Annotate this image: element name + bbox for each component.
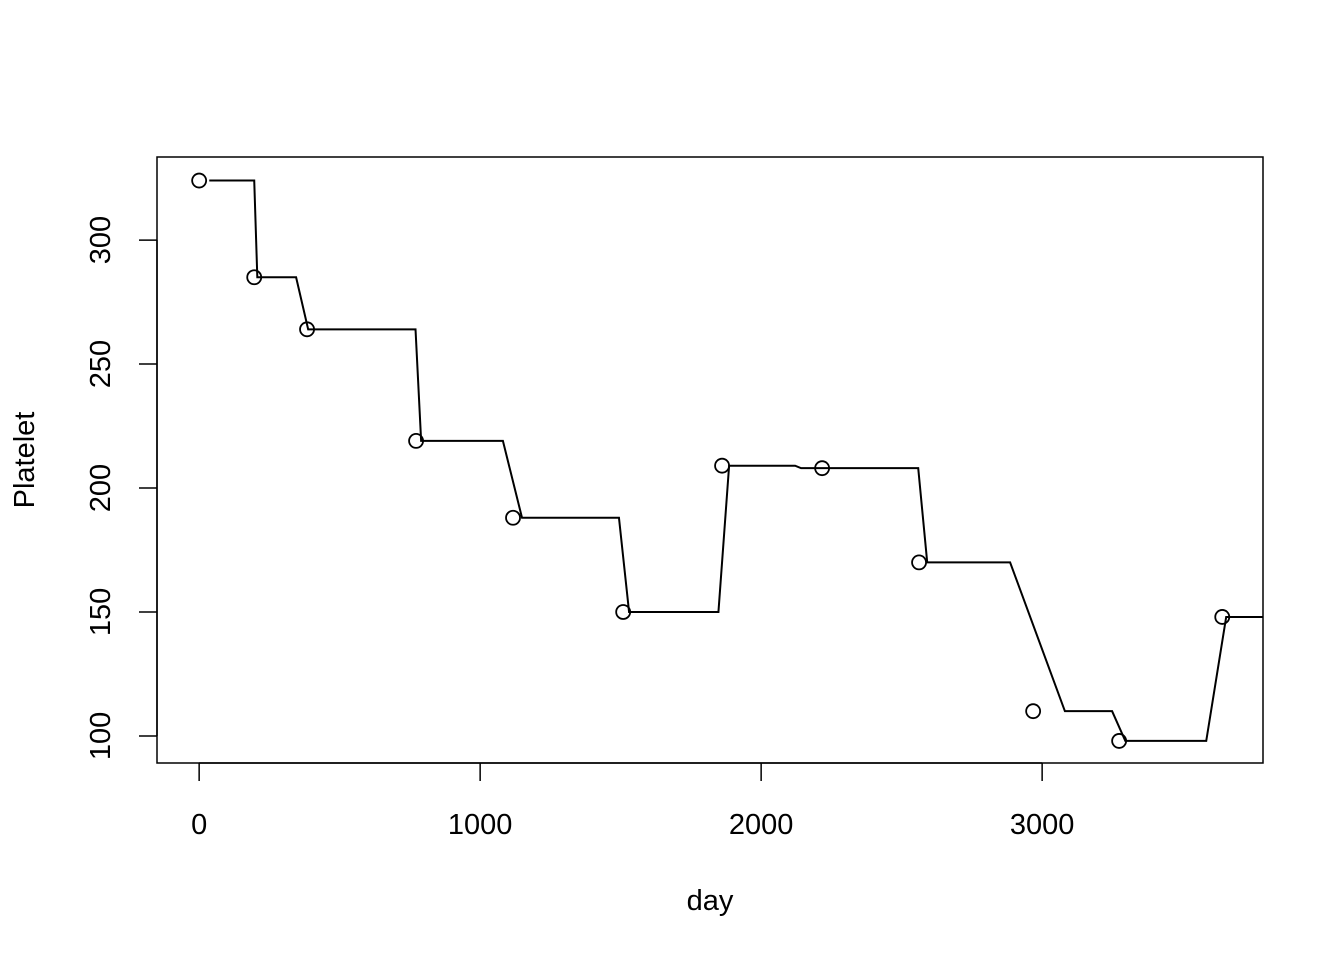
y-tick-label: 300 — [85, 216, 117, 264]
y-tick-label: 200 — [85, 464, 117, 512]
y-tick-label: 150 — [85, 588, 117, 636]
y-tick-label: 100 — [85, 712, 117, 760]
y-axis-label: Platelet — [9, 412, 41, 509]
x-tick-label: 1000 — [448, 809, 513, 841]
plot-frame — [156, 156, 1264, 764]
x-tick-label: 2000 — [729, 809, 794, 841]
y-tick-label: 250 — [85, 340, 117, 388]
data-point — [1025, 703, 1042, 720]
data-point — [911, 554, 927, 571]
data-point — [714, 457, 730, 474]
data-point — [505, 509, 521, 526]
x-tick-label: 0 — [191, 809, 207, 841]
x-tick-label: 3000 — [1010, 809, 1075, 841]
data-line — [209, 179, 1263, 742]
x-axis-label: day — [687, 885, 734, 917]
data-point — [191, 172, 208, 189]
